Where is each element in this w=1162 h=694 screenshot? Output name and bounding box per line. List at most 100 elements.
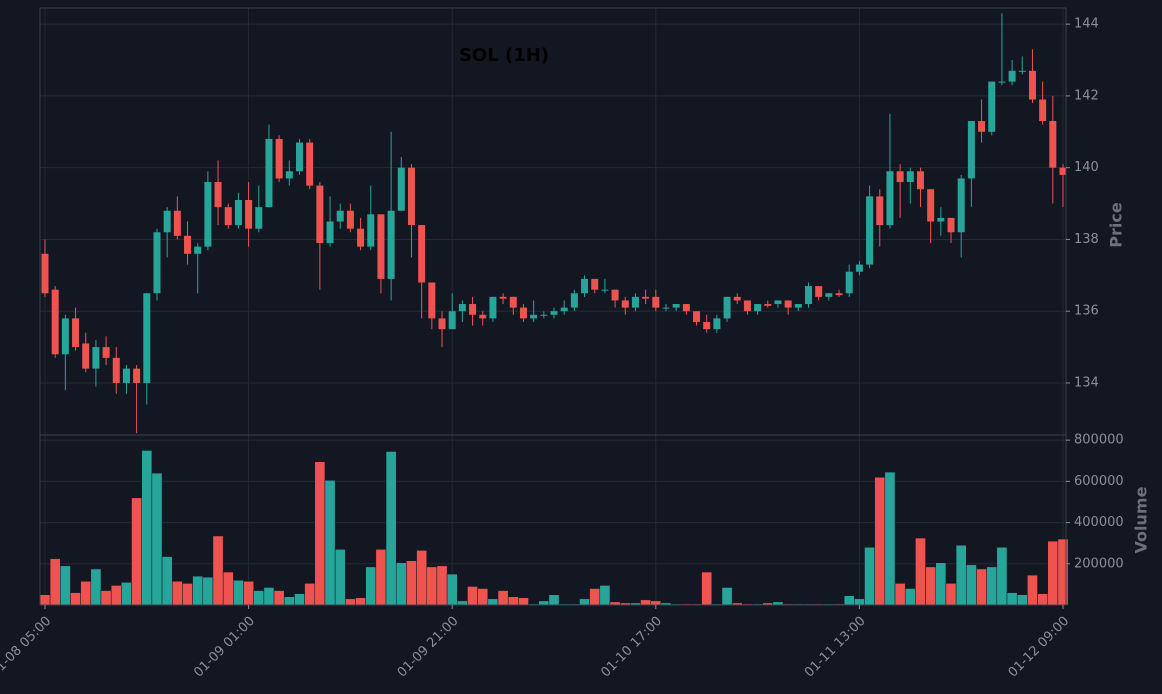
volume-bar	[365, 566, 377, 606]
volume-bar	[243, 581, 254, 606]
volume-bar	[202, 576, 214, 606]
volume-bar	[467, 586, 478, 606]
volume-bar	[589, 588, 601, 606]
candle-body	[835, 293, 843, 296]
candle-body	[367, 214, 375, 247]
candle-body	[967, 121, 975, 179]
volume-bar	[538, 600, 550, 606]
candle-body	[326, 221, 334, 244]
candle-body	[988, 81, 996, 132]
candle-body	[591, 278, 599, 290]
volume-bar	[49, 558, 61, 606]
volume-bar	[1037, 593, 1048, 606]
candle-body	[509, 296, 517, 308]
candle-body	[438, 318, 446, 330]
volume-bar	[151, 472, 163, 606]
candle-body	[285, 171, 293, 179]
candle-body	[631, 296, 639, 308]
candle-body	[265, 138, 273, 208]
volume-bar	[172, 581, 183, 606]
volume-bar	[436, 565, 448, 606]
volume-tick-label: 400000	[1074, 515, 1124, 530]
candle-body	[530, 314, 538, 319]
volume-bar	[446, 573, 458, 606]
volume-bar	[324, 480, 336, 606]
candle-body	[642, 296, 650, 299]
candle-body	[998, 81, 1006, 83]
candle-body	[72, 318, 80, 348]
volume-bar	[426, 566, 438, 606]
candle-body	[733, 296, 741, 301]
candle-body	[1059, 167, 1067, 175]
candle-body	[357, 228, 365, 247]
volume-bar	[110, 585, 122, 606]
candle-body	[519, 307, 527, 319]
candle-body	[876, 196, 884, 226]
candle-body	[306, 142, 314, 186]
candle-body	[560, 307, 568, 312]
candle-body	[764, 304, 772, 306]
volume-bar	[141, 450, 153, 606]
candle-body	[194, 246, 202, 254]
candle-body	[886, 171, 894, 226]
candle-body	[82, 343, 90, 369]
candle-body	[448, 311, 456, 330]
candle-body	[173, 210, 181, 236]
y-tick-label: 136	[1074, 304, 1099, 319]
candle-body	[672, 304, 680, 308]
candle-body	[346, 210, 354, 229]
volume-bar	[874, 476, 886, 606]
volume-bar	[1016, 594, 1028, 606]
candle-body	[805, 286, 812, 305]
y-tick-label: 134	[1074, 375, 1099, 390]
candle-body	[479, 314, 487, 319]
candle-body	[703, 321, 711, 330]
volume-bar	[182, 583, 193, 606]
volume-bar	[192, 575, 204, 606]
volume-bar	[843, 595, 855, 606]
volume-bar	[507, 596, 519, 606]
volume-bar	[945, 583, 957, 606]
candle-body	[143, 293, 151, 383]
volume-bar	[273, 590, 285, 606]
candle-body	[947, 217, 955, 233]
candle-body	[855, 264, 863, 272]
candle-body	[469, 304, 477, 315]
y-tick-label: 138	[1074, 232, 1099, 247]
y-tick-label: 142	[1074, 88, 1099, 103]
candle-body	[204, 182, 212, 247]
candle-body	[1008, 70, 1016, 82]
candle-body	[397, 167, 405, 211]
candle-body	[163, 210, 171, 233]
candle-body	[845, 271, 853, 294]
candle-body	[652, 296, 660, 308]
volume-bar	[60, 565, 71, 606]
candle-body	[550, 311, 558, 315]
candle-body	[296, 142, 303, 172]
candle-body	[1039, 99, 1047, 122]
candle-body	[122, 368, 130, 383]
candle-body	[682, 304, 690, 312]
candle-body	[723, 296, 731, 319]
volume-bar	[80, 581, 92, 606]
candle-body	[224, 207, 232, 226]
volume-bar	[294, 593, 305, 606]
candle-body	[499, 296, 507, 299]
volume-bar	[904, 588, 916, 606]
volume-bar	[996, 547, 1008, 606]
volume-bar	[1027, 574, 1038, 606]
candle-body	[1018, 70, 1026, 72]
volume-bar	[966, 564, 977, 606]
volume-bar	[253, 590, 265, 606]
volume-bar	[334, 549, 346, 606]
volume-bar	[395, 562, 407, 606]
volume-bar	[1057, 538, 1069, 606]
candle-body	[245, 199, 253, 229]
y-tick-label: 140	[1074, 160, 1099, 175]
volume-bar	[131, 497, 142, 606]
candle-body	[458, 304, 466, 312]
volume-bar	[161, 556, 173, 606]
candle-body	[407, 167, 415, 226]
candle-body	[743, 300, 751, 312]
volume-tick-label: 600000	[1074, 474, 1124, 489]
